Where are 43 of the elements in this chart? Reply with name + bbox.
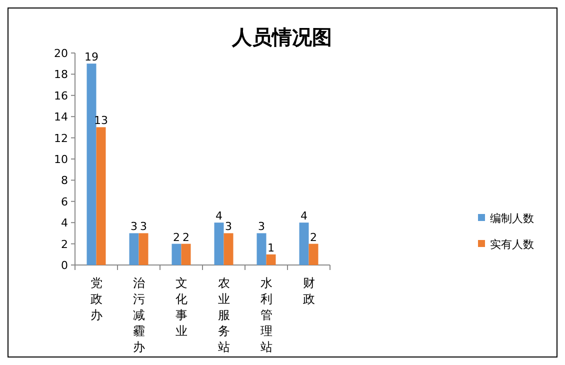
data-label: 3 <box>258 220 265 234</box>
bar <box>256 233 266 265</box>
data-label: 2 <box>173 230 180 244</box>
data-label: 3 <box>140 220 147 234</box>
y-tick-label: 16 <box>54 89 68 102</box>
x-tick-label: 水利管理站 <box>260 276 272 354</box>
bar <box>214 222 224 265</box>
bar <box>224 233 234 265</box>
y-tick-label: 18 <box>54 68 68 82</box>
x-tick-label: 农业服务站 <box>218 276 230 354</box>
y-tick-label: 12 <box>54 132 68 145</box>
bar <box>266 254 276 265</box>
y-tick-label: 8 <box>61 174 68 188</box>
chart-title: 人员情况图 <box>231 25 332 49</box>
y-tick-label: 0 <box>61 259 68 272</box>
data-label: 2 <box>310 230 317 244</box>
legend-label: 实有人数 <box>490 238 534 251</box>
bar <box>86 64 96 265</box>
bar <box>96 127 106 265</box>
x-tick-label: 治污减霾办 <box>132 276 145 354</box>
bar <box>181 244 191 265</box>
y-tick-label: 6 <box>61 195 68 208</box>
data-label: 1 <box>268 241 274 254</box>
bar <box>308 244 318 265</box>
bar <box>299 222 309 265</box>
x-tick-label: 财政 <box>302 276 315 306</box>
x-tick-label: 党政办 <box>90 276 102 322</box>
data-label: 3 <box>130 220 138 234</box>
x-tick-label: 文化事业 <box>175 276 188 338</box>
data-label: 3 <box>225 220 232 234</box>
data-label: 4 <box>300 210 308 223</box>
data-label: 19 <box>84 50 98 64</box>
y-tick-label: 10 <box>54 153 68 166</box>
data-label: 4 <box>216 210 222 223</box>
y-tick-label: 14 <box>54 110 68 124</box>
y-tick-label: 4 <box>61 216 68 230</box>
bar <box>138 233 148 265</box>
bar <box>129 233 139 265</box>
bar <box>172 244 182 265</box>
legend-label: 编制人数 <box>490 212 534 225</box>
data-label: 2 <box>182 230 190 244</box>
y-tick-label: 20 <box>54 47 68 60</box>
y-tick-label: 2 <box>61 238 68 251</box>
